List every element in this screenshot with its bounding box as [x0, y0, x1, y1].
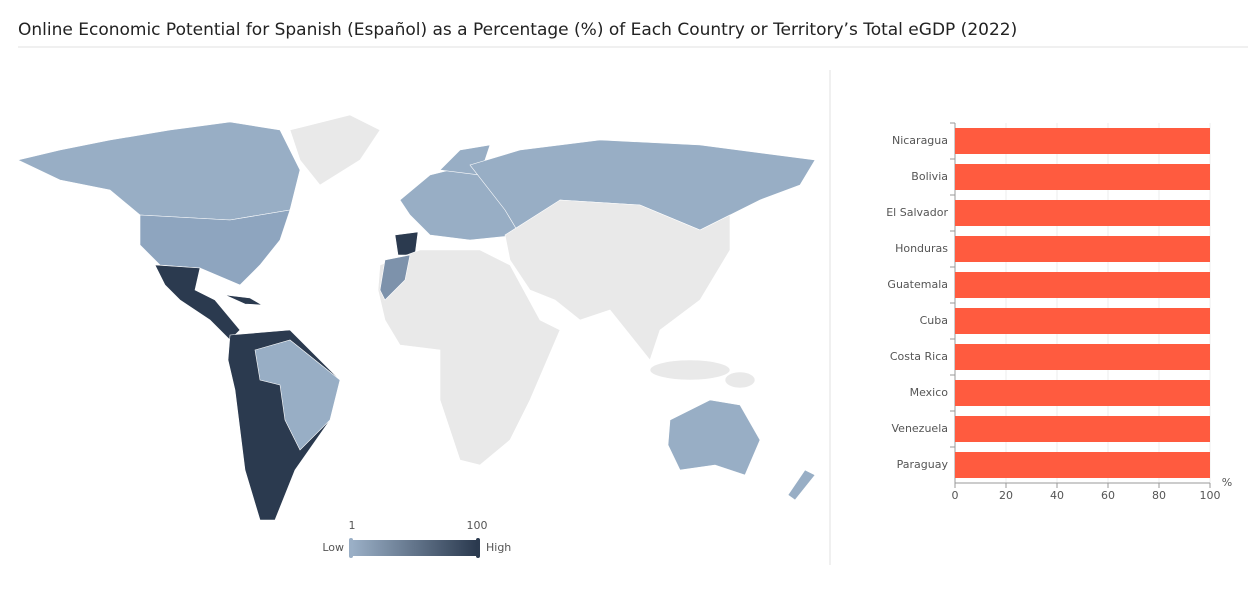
country [17, 121, 301, 221]
y-tick-label: El Salvador [886, 206, 948, 219]
y-tick-label: Costa Rica [890, 350, 948, 363]
world-map [17, 114, 816, 521]
visual-map-max: 100 [467, 519, 488, 532]
country [377, 249, 561, 466]
x-tick-label: 20 [999, 489, 1013, 502]
y-tick-label: Nicaragua [892, 134, 948, 147]
x-tick-label: 80 [1152, 489, 1166, 502]
bar [955, 344, 1210, 370]
country [724, 371, 756, 389]
visual-map-handle [476, 538, 480, 558]
country [289, 114, 381, 186]
y-tick-label: Honduras [895, 242, 948, 255]
x-tick-label: 60 [1101, 489, 1115, 502]
bar [955, 308, 1210, 334]
visual-map-min: 1 [349, 519, 356, 532]
visual-map-bar [352, 540, 477, 556]
country [379, 254, 411, 301]
country [649, 359, 731, 381]
country [667, 399, 761, 476]
plots: 1 100 Low High 0 20 40 60 80 100% Nicaragua Bolivia… [322, 122, 1232, 558]
bar [955, 452, 1210, 478]
page-title: Online Economic Potential for Spanish (E… [18, 20, 1017, 40]
bar [955, 272, 1210, 298]
x-tick-label: 40 [1050, 489, 1064, 502]
bar [955, 164, 1210, 190]
bar [955, 380, 1210, 406]
country [787, 469, 816, 501]
x-tick-label: 0 [952, 489, 959, 502]
country [394, 231, 419, 256]
y-tick-label: Mexico [910, 386, 949, 399]
visual-map-low: Low [322, 541, 344, 554]
visual-map-handle [349, 538, 353, 558]
y-tick-label: Paraguay [897, 458, 949, 471]
x-tick-label: 100 [1200, 489, 1221, 502]
y-tick-label: Guatemala [887, 278, 948, 291]
visual-map-high: High [486, 541, 511, 554]
y-tick-label: Bolivia [911, 170, 948, 183]
y-tick-label: Venezuela [892, 422, 949, 435]
country [504, 199, 731, 361]
bar [955, 236, 1210, 262]
country [224, 294, 263, 306]
bar [955, 200, 1210, 226]
bar [955, 128, 1210, 154]
bar [955, 416, 1210, 442]
y-tick-label: Cuba [920, 314, 948, 327]
x-unit: % [1222, 476, 1232, 489]
country [254, 339, 341, 451]
